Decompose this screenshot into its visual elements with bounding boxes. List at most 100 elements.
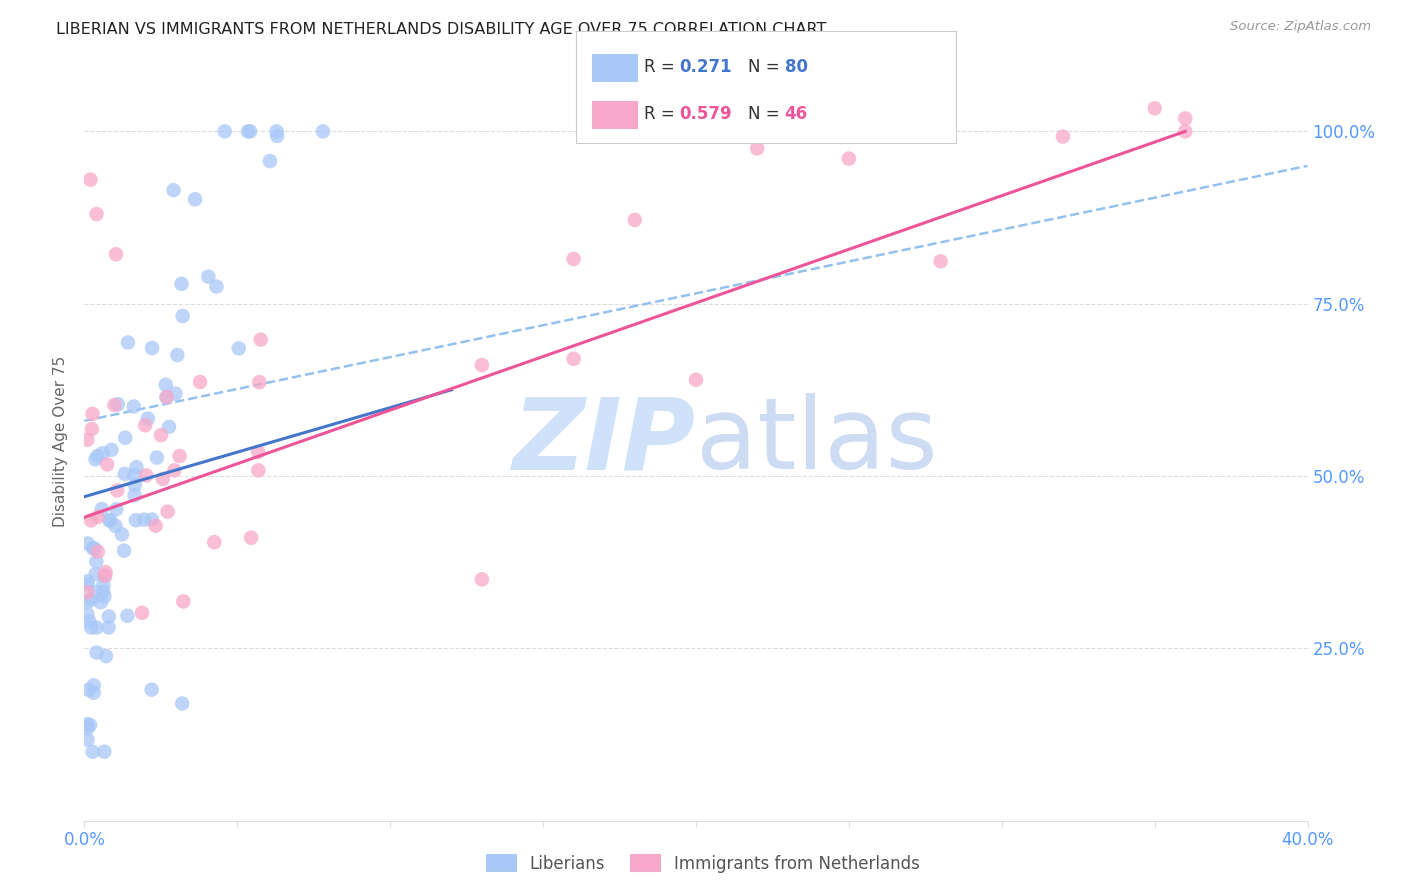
Point [82,745,104,759]
Text: N =: N = [748,58,785,76]
Point [114,467,136,481]
Point [259,154,281,169]
Point [125,460,148,475]
Point [86,449,108,463]
Point [1143,101,1166,115]
Point [111,527,134,541]
Point [124,468,146,483]
Point [80,513,103,527]
Point [80,422,103,436]
Point [471,573,494,587]
Point [162,183,184,197]
Point [228,342,250,356]
Point [122,400,145,414]
Point [76,585,98,599]
Point [188,375,211,389]
Point [91,584,114,599]
Point [562,252,585,266]
Point [155,390,177,404]
Point [97,620,120,634]
Point [197,269,219,284]
Point [77,594,100,608]
Point [170,277,193,291]
Point [266,124,288,138]
Point [166,348,188,362]
Point [125,513,148,527]
Point [91,446,114,460]
Point [247,445,270,459]
Point [152,472,174,486]
Point [93,745,115,759]
Text: R =: R = [644,105,681,123]
Point [136,411,159,425]
Point [76,717,98,731]
Point [156,390,179,404]
Point [96,458,118,472]
Point [82,407,104,421]
Point [98,513,121,527]
Point [98,513,121,527]
Point [105,502,128,516]
Point [163,463,186,477]
Point [86,646,108,660]
Point [247,463,270,477]
Point [86,554,108,568]
Text: R =: R = [644,58,681,76]
Point [83,686,105,700]
Point [112,543,135,558]
Point [105,483,128,498]
Point [97,609,120,624]
Point [103,398,125,412]
Point [87,544,110,558]
Point [117,608,139,623]
Point [134,513,156,527]
Point [172,594,194,608]
Point [169,449,191,463]
Point [312,124,335,138]
Point [266,128,288,143]
Point [1174,124,1197,138]
Point [838,152,860,166]
Point [131,606,153,620]
Text: LIBERIAN VS IMMIGRANTS FROM NETHERLANDS DISABILITY AGE OVER 75 CORRELATION CHART: LIBERIAN VS IMMIGRANTS FROM NETHERLANDS … [56,22,827,37]
Point [156,505,179,519]
Point [205,279,228,293]
Point [77,682,100,697]
Point [562,351,585,366]
Point [86,620,108,634]
Text: 80: 80 [785,58,807,76]
Point [90,502,112,516]
Point [134,418,156,433]
Point [80,621,103,635]
Text: Source: ZipAtlas.com: Source: ZipAtlas.com [1230,20,1371,33]
Point [240,531,263,545]
Point [624,213,647,227]
Point [94,568,117,582]
Point [685,373,707,387]
Point [87,509,110,524]
Point [236,124,259,138]
Point [202,535,225,549]
Point [747,141,769,155]
Point [94,569,117,583]
Point [105,247,128,261]
Point [76,577,98,591]
Text: atlas: atlas [696,393,938,490]
Point [1052,129,1074,144]
Point [100,442,122,457]
Text: N =: N = [748,105,785,123]
Point [83,541,105,556]
Point [76,536,98,550]
Point [157,420,180,434]
Text: 46: 46 [785,105,807,123]
Text: 0.271: 0.271 [679,58,731,76]
Point [124,478,146,492]
Point [84,567,107,582]
Point [155,377,177,392]
Point [104,519,127,533]
Point [76,433,98,447]
Point [79,172,101,186]
Point [247,375,270,389]
Point [107,397,129,411]
Point [184,192,207,206]
